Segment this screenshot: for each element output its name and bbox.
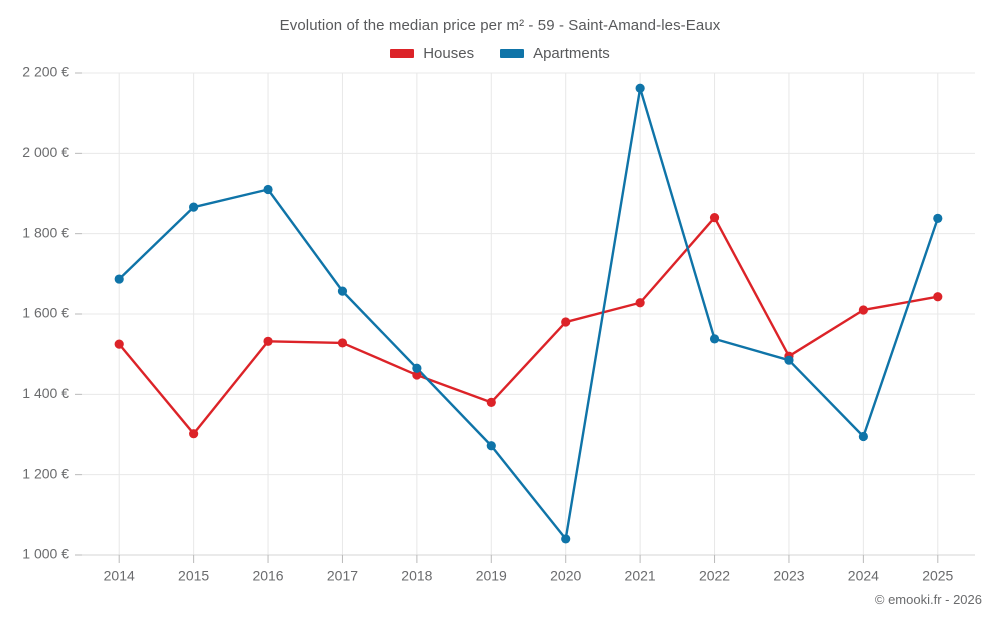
x-axis-tick-labels: 2014 2015 2016 2017 2018 2019 2020 2021 2022 2023… — [104, 567, 954, 583]
chart-title: Evolution of the median price per m² - 5… — [279, 17, 721, 34]
grid-lines — [82, 72, 975, 556]
data-point-apartments-2023[interactable] — [784, 355, 794, 365]
data-point-apartments-2024[interactable] — [858, 431, 868, 442]
legend-label-apartments: Apartments — [533, 45, 610, 62]
legend-label-houses: Houses — [423, 45, 475, 62]
series-line-apartments — [118, 87, 939, 541]
series-lines — [118, 87, 939, 541]
data-point-apartments-2015[interactable] — [189, 202, 199, 212]
data-point-houses-2019[interactable] — [486, 397, 496, 407]
data-point-houses-2018[interactable] — [412, 370, 422, 380]
y-tick-label: 1 800 € — [22, 224, 69, 240]
data-point-houses-2017[interactable] — [337, 338, 348, 348]
legend-item-houses[interactable]: Houses — [390, 45, 474, 62]
x-tick-label: 2021 — [625, 567, 656, 583]
x-tick-label: 2024 — [848, 567, 879, 583]
x-tick-label: 2018 — [401, 567, 432, 583]
data-point-houses-2014[interactable] — [114, 339, 124, 349]
data-point-apartments-2022[interactable] — [709, 334, 720, 344]
data-point-apartments-2020[interactable] — [561, 534, 571, 544]
legend-swatch-apartments — [500, 49, 525, 58]
y-tick-label: 1 000 € — [22, 546, 69, 562]
x-tick-label: 2016 — [252, 567, 283, 583]
credit-text: © emooki.fr - 2026 — [874, 592, 982, 607]
y-axis-tick-labels: 1 000 € 1 200 € 1 400 € 1 600 € 1 800 € 2 000… — [22, 64, 69, 562]
x-tick-label: 2023 — [773, 567, 804, 583]
y-tick-marks — [75, 72, 82, 556]
y-tick-label: 1 600 € — [22, 305, 69, 321]
y-tick-label: 1 200 € — [22, 465, 69, 481]
x-tick-label: 2022 — [699, 567, 730, 583]
x-tick-label: 2015 — [178, 567, 209, 583]
y-tick-label: 1 400 € — [22, 385, 69, 401]
data-point-houses-2016[interactable] — [263, 336, 273, 346]
data-point-apartments-2021[interactable] — [635, 83, 645, 93]
data-point-apartments-2019[interactable] — [486, 441, 496, 451]
data-point-apartments-2025[interactable] — [933, 213, 943, 223]
x-tick-label: 2025 — [922, 567, 953, 583]
x-tick-label: 2014 — [104, 567, 135, 583]
data-point-houses-2024[interactable] — [858, 305, 868, 315]
legend-swatch-houses — [390, 49, 415, 58]
data-point-houses-2015[interactable] — [189, 429, 199, 439]
x-tick-marks — [118, 555, 939, 563]
y-tick-label: 2 200 € — [22, 64, 69, 80]
chart-legend: Houses Apartments — [0, 45, 1000, 62]
data-point-houses-2025[interactable] — [933, 292, 943, 302]
y-tick-label: 2 000 € — [22, 144, 69, 160]
data-point-houses-2022[interactable] — [709, 213, 720, 223]
data-point-houses-2020[interactable] — [561, 317, 571, 327]
data-point-apartments-2014[interactable] — [114, 274, 124, 284]
data-point-apartments-2017[interactable] — [337, 286, 348, 296]
data-point-apartments-2018[interactable] — [412, 363, 422, 373]
legend-item-apartments[interactable]: Apartments — [500, 45, 610, 62]
x-tick-label: 2019 — [476, 567, 507, 583]
data-point-apartments-2016[interactable] — [263, 184, 273, 195]
series-line-houses — [118, 216, 939, 435]
x-tick-label: 2017 — [327, 567, 358, 583]
series-markers — [114, 83, 943, 544]
x-tick-label: 2020 — [550, 567, 581, 583]
data-point-houses-2021[interactable] — [635, 298, 645, 308]
